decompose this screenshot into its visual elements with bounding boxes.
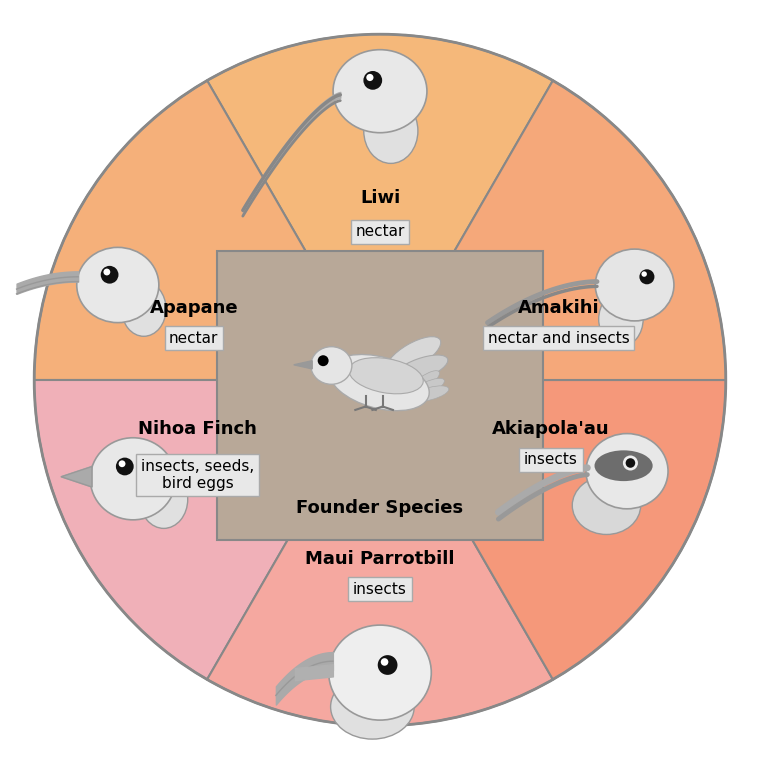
Polygon shape bbox=[293, 361, 312, 369]
Text: insects: insects bbox=[524, 452, 578, 467]
Ellipse shape bbox=[386, 337, 441, 374]
Ellipse shape bbox=[140, 470, 188, 528]
Ellipse shape bbox=[599, 292, 643, 347]
Text: Apapane: Apapane bbox=[150, 299, 238, 317]
Wedge shape bbox=[207, 380, 553, 726]
Circle shape bbox=[116, 458, 134, 476]
Wedge shape bbox=[34, 81, 380, 380]
Circle shape bbox=[381, 658, 388, 666]
Circle shape bbox=[103, 268, 110, 275]
Text: Akiapola'au: Akiapola'au bbox=[492, 420, 610, 439]
Circle shape bbox=[119, 461, 125, 467]
Ellipse shape bbox=[594, 451, 653, 481]
Circle shape bbox=[639, 269, 654, 284]
Text: insects: insects bbox=[353, 581, 407, 597]
Ellipse shape bbox=[329, 354, 429, 410]
Wedge shape bbox=[34, 380, 380, 679]
Ellipse shape bbox=[331, 675, 414, 739]
Text: Founder Species: Founder Species bbox=[296, 499, 464, 517]
Circle shape bbox=[625, 458, 635, 468]
Ellipse shape bbox=[328, 625, 432, 720]
Ellipse shape bbox=[311, 347, 352, 385]
Circle shape bbox=[641, 271, 647, 277]
Circle shape bbox=[363, 71, 382, 90]
Ellipse shape bbox=[410, 378, 445, 397]
Ellipse shape bbox=[393, 355, 448, 383]
Ellipse shape bbox=[586, 433, 668, 509]
Text: Maui Parrotbill: Maui Parrotbill bbox=[306, 549, 454, 568]
Ellipse shape bbox=[349, 358, 423, 394]
Ellipse shape bbox=[77, 248, 159, 322]
Ellipse shape bbox=[572, 477, 641, 534]
Ellipse shape bbox=[333, 49, 427, 133]
Polygon shape bbox=[61, 467, 92, 487]
Text: Nihoa Finch: Nihoa Finch bbox=[138, 420, 257, 439]
Circle shape bbox=[378, 655, 397, 675]
Ellipse shape bbox=[90, 438, 176, 520]
Wedge shape bbox=[207, 34, 553, 380]
Text: nectar and insects: nectar and insects bbox=[488, 331, 629, 346]
Text: nectar: nectar bbox=[356, 224, 404, 239]
Wedge shape bbox=[380, 380, 726, 679]
Text: Liwi: Liwi bbox=[360, 188, 400, 207]
Ellipse shape bbox=[408, 371, 439, 394]
Text: nectar: nectar bbox=[169, 331, 218, 346]
Ellipse shape bbox=[122, 281, 166, 336]
Text: Amakihi: Amakihi bbox=[518, 299, 600, 317]
Ellipse shape bbox=[364, 98, 418, 163]
Circle shape bbox=[623, 455, 638, 470]
Text: insects, seeds,
bird eggs: insects, seeds, bird eggs bbox=[141, 459, 255, 491]
Circle shape bbox=[318, 355, 328, 366]
Wedge shape bbox=[380, 81, 726, 380]
Circle shape bbox=[366, 74, 373, 81]
Ellipse shape bbox=[413, 386, 448, 401]
Ellipse shape bbox=[595, 249, 674, 321]
Circle shape bbox=[100, 266, 119, 283]
FancyBboxPatch shape bbox=[217, 251, 543, 540]
